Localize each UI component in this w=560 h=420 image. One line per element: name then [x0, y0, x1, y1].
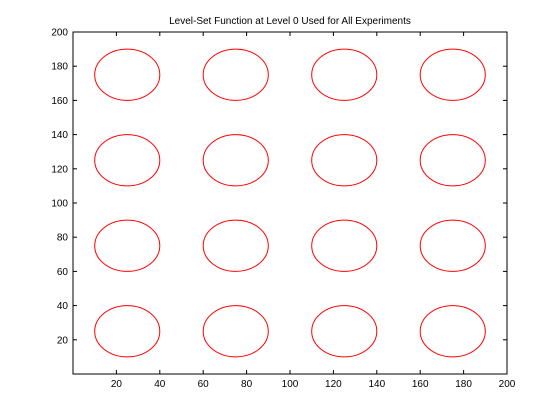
contour-circle-r1-c4 — [419, 305, 486, 358]
x-axis: 20 40 60 80 100 120 140 160 180 200 — [111, 32, 516, 390]
contour-circle-r4-c2 — [202, 48, 269, 101]
contour-circle-r4-c3 — [311, 48, 378, 101]
y-tick-label: 200 — [51, 28, 68, 39]
contour-circle-r3-c2 — [202, 134, 269, 187]
contour-circle-r3-c1 — [94, 134, 161, 187]
contour-circle-r1-c2 — [202, 305, 269, 358]
y-tick-label: 160 — [51, 96, 68, 107]
contour-circle-r2-c3 — [311, 219, 378, 272]
x-tick-label: 140 — [368, 379, 385, 390]
x-tick-label: 100 — [282, 379, 299, 390]
chart-title: Level-Set Function at Level 0 Used for A… — [169, 16, 411, 27]
y-tick-label: 180 — [51, 62, 68, 73]
contour-circle-r4-c1 — [94, 48, 161, 101]
x-tick-label: 40 — [154, 379, 166, 390]
y-tick-label: 60 — [57, 267, 69, 278]
x-tick-label: 60 — [198, 379, 210, 390]
contour-circle-r2-c1 — [94, 219, 161, 272]
contour-circle-r2-c4 — [419, 219, 486, 272]
contour-circle-r1-c3 — [311, 305, 378, 358]
x-tick-label: 180 — [455, 379, 472, 390]
contour-circle-r4-c4 — [419, 48, 486, 101]
x-tick-label: 80 — [241, 379, 253, 390]
x-tick-label: 160 — [412, 379, 429, 390]
x-tick-label: 20 — [111, 379, 123, 390]
y-axis: 20 40 60 80 100 120 140 160 180 200 — [51, 28, 507, 346]
contour-circle-r1-c1 — [94, 305, 161, 358]
y-tick-label: 100 — [51, 199, 68, 210]
contour-layer — [94, 48, 486, 358]
x-tick-label: 200 — [499, 379, 516, 390]
contour-circle-r3-c3 — [311, 134, 378, 187]
y-tick-label: 20 — [57, 335, 69, 346]
y-tick-label: 140 — [51, 130, 68, 141]
x-tick-label: 120 — [325, 379, 342, 390]
y-tick-label: 80 — [57, 233, 69, 244]
y-tick-label: 120 — [51, 164, 68, 175]
y-tick-label: 40 — [57, 301, 69, 312]
contour-circle-r2-c2 — [202, 219, 269, 272]
plot-area — [72, 31, 508, 375]
contour-circle-r3-c4 — [419, 134, 486, 187]
